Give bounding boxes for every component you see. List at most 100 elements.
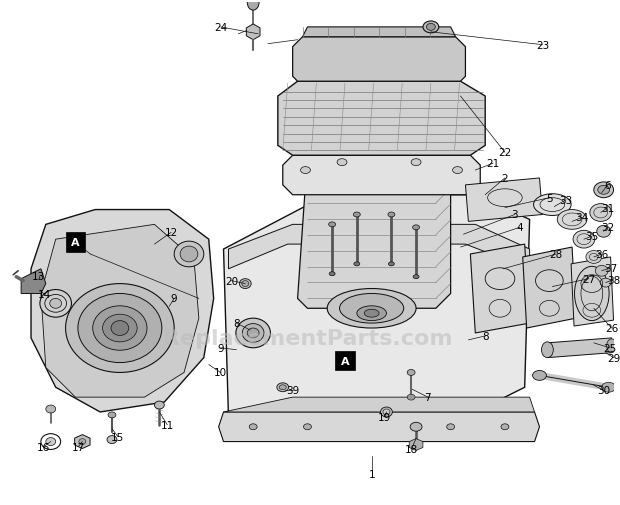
Ellipse shape: [388, 263, 394, 266]
Ellipse shape: [174, 242, 204, 267]
Ellipse shape: [423, 22, 439, 34]
Text: 39: 39: [286, 385, 299, 395]
Ellipse shape: [413, 225, 420, 230]
Ellipse shape: [575, 267, 609, 321]
Ellipse shape: [381, 407, 392, 417]
Ellipse shape: [573, 231, 595, 248]
Ellipse shape: [597, 226, 611, 238]
Ellipse shape: [501, 424, 509, 430]
Ellipse shape: [427, 24, 435, 31]
Text: 6: 6: [604, 180, 611, 190]
Polygon shape: [293, 38, 466, 82]
Ellipse shape: [46, 405, 56, 413]
Ellipse shape: [407, 394, 415, 400]
Polygon shape: [74, 435, 90, 448]
Polygon shape: [523, 247, 576, 328]
Ellipse shape: [364, 310, 379, 318]
Ellipse shape: [108, 412, 116, 418]
Text: 37: 37: [604, 263, 617, 273]
Text: 27: 27: [582, 274, 595, 284]
Ellipse shape: [66, 284, 174, 373]
Text: 9: 9: [217, 343, 224, 353]
Ellipse shape: [354, 263, 360, 266]
Polygon shape: [224, 397, 534, 412]
Text: 25: 25: [603, 343, 616, 353]
Ellipse shape: [601, 383, 616, 392]
Polygon shape: [303, 28, 456, 38]
Polygon shape: [21, 269, 46, 294]
Text: 7: 7: [425, 392, 432, 402]
Text: 8: 8: [482, 331, 489, 341]
Text: 2: 2: [502, 174, 508, 184]
Ellipse shape: [357, 306, 386, 321]
Ellipse shape: [534, 194, 571, 216]
Ellipse shape: [340, 294, 404, 323]
Text: 26: 26: [605, 323, 618, 333]
Polygon shape: [409, 439, 423, 450]
Polygon shape: [219, 412, 539, 442]
Ellipse shape: [79, 439, 86, 444]
Ellipse shape: [180, 246, 198, 263]
Ellipse shape: [280, 385, 286, 390]
Ellipse shape: [598, 186, 609, 195]
Text: 24: 24: [214, 23, 227, 33]
Ellipse shape: [453, 167, 463, 174]
Polygon shape: [298, 141, 451, 309]
Text: 3: 3: [512, 210, 518, 220]
Polygon shape: [31, 210, 214, 412]
Text: 10: 10: [214, 368, 227, 378]
Text: 23: 23: [536, 40, 549, 50]
Ellipse shape: [242, 281, 249, 287]
Text: ReplacementParts.com: ReplacementParts.com: [162, 328, 452, 348]
Polygon shape: [278, 82, 485, 156]
Ellipse shape: [533, 371, 546, 381]
Text: 35: 35: [585, 232, 598, 242]
Text: 16: 16: [37, 442, 50, 451]
Text: 28: 28: [550, 249, 563, 260]
Ellipse shape: [301, 167, 311, 174]
Text: 12: 12: [164, 228, 178, 238]
Text: 21: 21: [487, 159, 500, 169]
Ellipse shape: [590, 204, 611, 222]
Text: 30: 30: [597, 385, 610, 395]
Ellipse shape: [329, 272, 335, 276]
Text: 34: 34: [575, 213, 588, 223]
Ellipse shape: [304, 424, 311, 430]
Ellipse shape: [586, 251, 601, 264]
Ellipse shape: [46, 438, 56, 445]
Ellipse shape: [247, 0, 259, 11]
Text: 18: 18: [404, 444, 418, 454]
Ellipse shape: [154, 401, 164, 409]
Ellipse shape: [411, 160, 421, 166]
Ellipse shape: [329, 222, 335, 227]
Ellipse shape: [236, 319, 270, 348]
Ellipse shape: [446, 424, 454, 430]
Ellipse shape: [327, 289, 416, 328]
Polygon shape: [283, 156, 480, 195]
Ellipse shape: [93, 306, 147, 350]
Text: A: A: [71, 238, 80, 247]
Ellipse shape: [249, 424, 257, 430]
Text: 13: 13: [32, 271, 45, 281]
Ellipse shape: [388, 213, 395, 218]
Text: 5: 5: [546, 193, 552, 204]
Ellipse shape: [595, 266, 608, 277]
Ellipse shape: [107, 436, 117, 444]
Text: 20: 20: [225, 276, 238, 286]
Text: 17: 17: [72, 442, 85, 451]
Text: 19: 19: [378, 412, 391, 422]
Ellipse shape: [407, 370, 415, 376]
Polygon shape: [224, 195, 529, 437]
Polygon shape: [466, 179, 542, 222]
Polygon shape: [229, 225, 529, 269]
Text: 11: 11: [161, 420, 174, 430]
Ellipse shape: [337, 160, 347, 166]
Text: 38: 38: [607, 275, 620, 285]
Text: 4: 4: [516, 223, 523, 233]
Text: 9: 9: [171, 294, 177, 304]
Ellipse shape: [277, 383, 289, 392]
Ellipse shape: [239, 279, 251, 289]
Ellipse shape: [353, 213, 360, 218]
Polygon shape: [246, 25, 260, 40]
Text: 22: 22: [498, 148, 511, 158]
